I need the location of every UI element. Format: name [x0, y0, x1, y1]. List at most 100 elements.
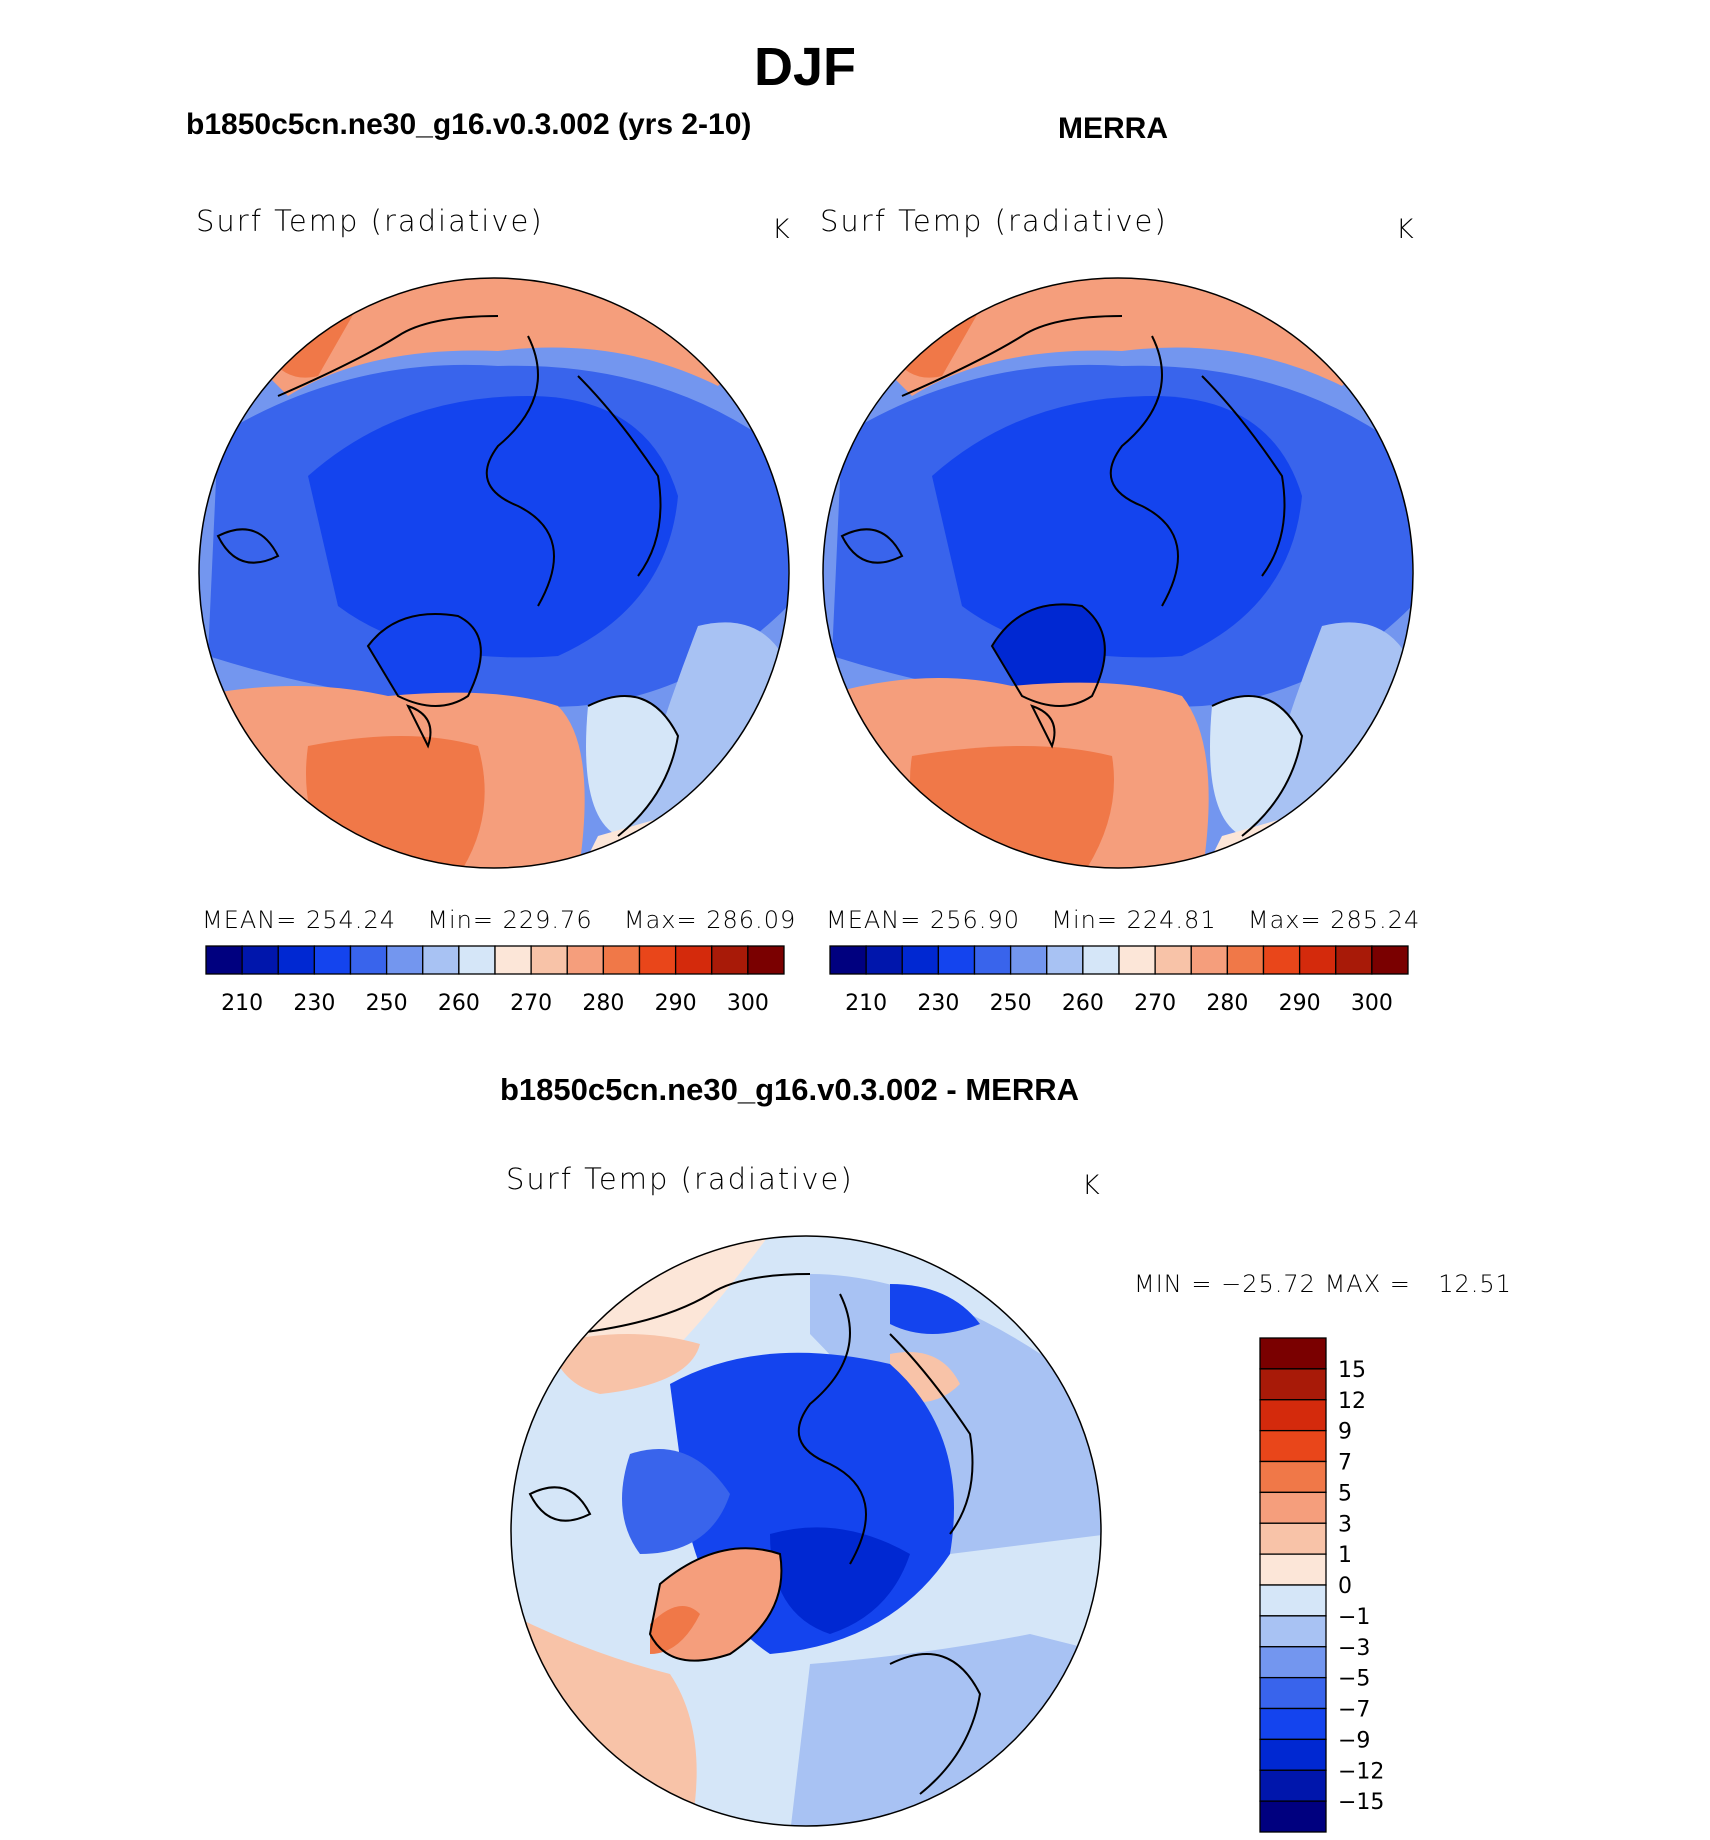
greenland-warm-edge — [650, 1606, 700, 1654]
colorbar-cell — [313, 945, 352, 975]
arctic-deep-cold — [770, 1527, 910, 1634]
colorbar-cell — [494, 945, 532, 975]
colorbar-tick-label: 270 — [1134, 991, 1176, 1016]
colorbar-cell — [205, 945, 243, 975]
colorbar-tick-label: −3 — [1338, 1636, 1370, 1661]
colorbar-cell — [1190, 945, 1229, 975]
model-panel-header: b1850c5cn.ne30_g16.v0.3.002 (yrs 2-10) — [186, 108, 752, 141]
colorbar-tick-label: 300 — [1351, 991, 1393, 1016]
max-value: 12.51 — [1438, 1270, 1512, 1298]
colorbar-cell — [458, 945, 496, 975]
colorbar-cell — [1259, 1769, 1327, 1802]
colorbar-tick-label: 7 — [1338, 1451, 1352, 1476]
scandinavia-pale — [586, 696, 678, 836]
mean-value: 256.90 — [930, 906, 1020, 934]
scandinavia-pale — [1210, 696, 1302, 836]
atlantic-warm-core — [910, 746, 1114, 868]
colorbar-cell — [937, 945, 976, 975]
colorbar-cell — [973, 945, 1012, 975]
diff-stats: MIN = −25.72 MAX = 12.51 — [1134, 1270, 1512, 1298]
model-polar-map — [198, 277, 790, 869]
colorbar-cell — [385, 945, 424, 975]
colorbar-cell — [1226, 945, 1265, 975]
colorbar-tick-label: 250 — [990, 991, 1032, 1016]
diff-units-label: K — [1082, 1170, 1102, 1201]
colorbar-cell — [1259, 1615, 1327, 1648]
colorbar-cell — [349, 945, 388, 975]
colorbar-tick-label: 260 — [1062, 991, 1104, 1016]
obs-polar-map — [822, 277, 1414, 869]
colorbar-tick-label: 9 — [1338, 1420, 1352, 1445]
colorbar-tick-label: −7 — [1338, 1698, 1370, 1723]
page-title: DJF — [753, 37, 856, 97]
colorbar-tick-label: 0 — [1338, 1574, 1352, 1599]
colorbar-tick-label: 5 — [1338, 1481, 1352, 1506]
atlantic-warm-core — [306, 736, 485, 868]
warm-west-patch — [550, 1334, 700, 1394]
colorbar-cell — [865, 945, 903, 975]
min-value: 229.76 — [502, 906, 593, 934]
colorbar-cell — [1259, 1646, 1327, 1679]
colorbar-cell — [1118, 945, 1156, 975]
colorbar-cell — [1154, 945, 1192, 975]
colorbar-cell — [422, 945, 460, 975]
colorbar-cell — [566, 945, 605, 975]
archipelago-cold — [622, 1449, 730, 1554]
max-label: Max= — [623, 906, 698, 934]
obs-variable-label: Surf Temp (radiative) — [820, 204, 1168, 238]
coastlines — [216, 315, 680, 837]
colorbar-cell — [711, 945, 749, 975]
mean-label: MEAN= — [202, 906, 298, 934]
mean-label: MEAN= — [826, 906, 922, 934]
colorbar-cell — [1371, 945, 1409, 975]
colorbar-tick-label: 210 — [845, 991, 887, 1016]
colorbar-tick-label: 1 — [1338, 1543, 1352, 1568]
colorbar-cell — [829, 945, 867, 975]
model-units-label: K — [772, 214, 792, 245]
colorbar-tick-label: 290 — [1279, 991, 1321, 1016]
colorbar-cell — [747, 945, 785, 975]
colorbar-tick-label: −15 — [1338, 1790, 1384, 1815]
diff-panel-header: b1850c5cn.ne30_g16.v0.3.002 - MERRA — [500, 1072, 1079, 1107]
colorbar-cell — [1259, 1738, 1327, 1771]
cold-northeast — [890, 1284, 980, 1334]
model-variable-label: Surf Temp (radiative) — [196, 204, 544, 238]
coastlines — [840, 315, 1304, 837]
colorbar-tick-label: 3 — [1338, 1512, 1352, 1537]
colorbar-tick-label: 210 — [221, 991, 263, 1016]
colorbar-tick-label: 300 — [727, 991, 769, 1016]
min-label: MIN = — [1134, 1270, 1213, 1298]
arctic-core — [932, 396, 1302, 658]
colorbar-cell — [1259, 1460, 1327, 1494]
colorbar-tick-label: 260 — [438, 991, 480, 1016]
colorbar-tick-label: −12 — [1338, 1759, 1384, 1784]
colorbar-cell — [1009, 945, 1048, 975]
max-value: 285.24 — [1330, 906, 1421, 934]
colorbar-cell — [602, 945, 641, 975]
colorbar-cell — [530, 945, 568, 975]
colorbar-cell — [1259, 1368, 1327, 1401]
colorbar-cell — [1259, 1429, 1327, 1463]
model-stats: MEAN= 254.24 Min= 229.76 Max= 286.09 — [202, 906, 796, 934]
colorbar-tick-label: −5 — [1338, 1667, 1370, 1692]
colorbar-cell — [1262, 945, 1301, 975]
colorbar-cell — [1259, 1399, 1327, 1432]
colorbar-tick-label: 250 — [366, 991, 408, 1016]
colorbar-cell — [241, 945, 279, 975]
colorbar-cell — [674, 945, 713, 975]
colorbar-cell — [1082, 945, 1120, 975]
colorbar-cell — [277, 945, 316, 975]
colorbar-cell — [1259, 1337, 1327, 1370]
greenland — [368, 614, 481, 706]
model-colorbar: 210 230 250 260 270 280 290 300 — [205, 945, 785, 1016]
colorbar-cell — [638, 945, 677, 975]
max-label: MAX = — [1324, 1270, 1411, 1298]
colorbar-cell — [1259, 1707, 1327, 1741]
arctic-core — [308, 396, 678, 658]
colorbar-cell — [1259, 1553, 1327, 1586]
max-value: 286.09 — [706, 906, 797, 934]
map-border — [510, 1235, 1102, 1827]
colorbar-tick-label: 12 — [1338, 1389, 1366, 1414]
mean-value: 254.24 — [306, 906, 396, 934]
colorbar-tick-label: 230 — [293, 991, 335, 1016]
